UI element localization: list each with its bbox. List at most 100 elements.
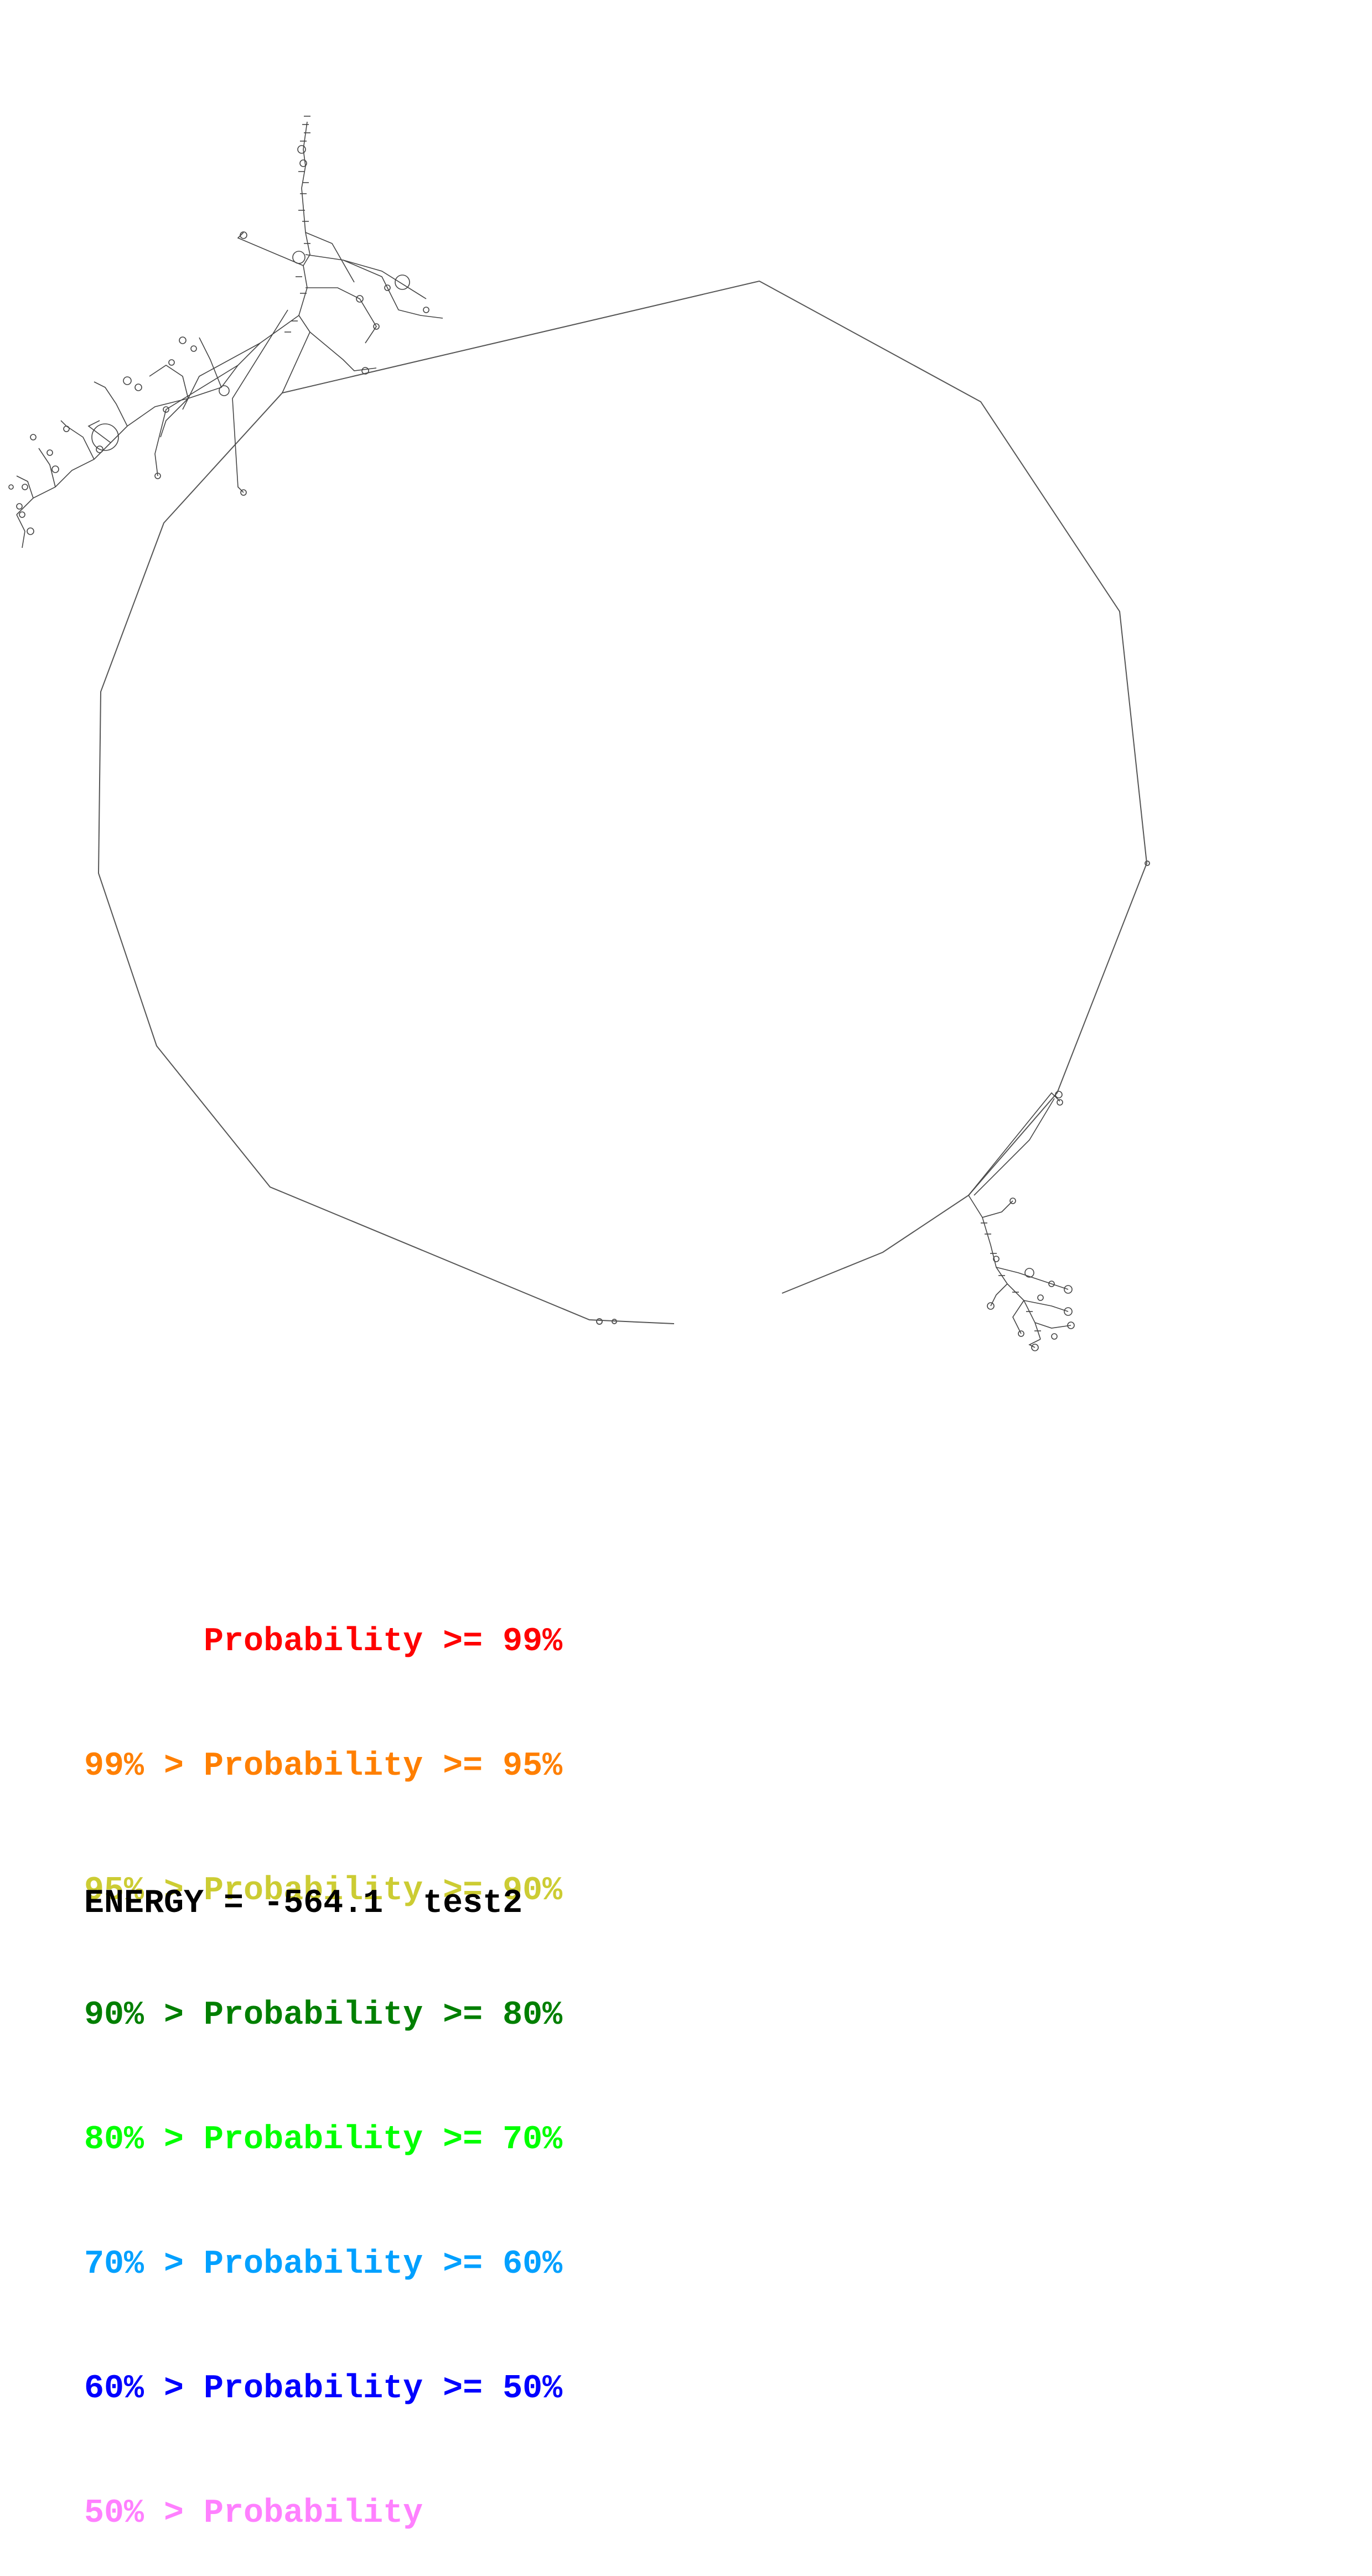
energy-label: ENERGY = bbox=[84, 1885, 244, 1922]
helix-stem bbox=[182, 343, 261, 410]
helix-stem bbox=[16, 514, 25, 548]
hairpin-loop bbox=[993, 1256, 1000, 1262]
legend-label: Probability bbox=[204, 2121, 443, 2159]
hairpin-loop bbox=[395, 274, 410, 290]
legend-row: 70% > Probability >= 60% bbox=[84, 2244, 562, 2285]
helix-stem bbox=[996, 1267, 1069, 1290]
helix-stem bbox=[968, 1195, 1041, 1340]
helix-stem bbox=[60, 420, 95, 460]
legend-prefix: 50% > bbox=[84, 2495, 204, 2532]
backbone-path bbox=[97, 280, 1148, 1324]
helix-stem bbox=[305, 232, 355, 283]
hairpin-loop bbox=[1067, 1321, 1075, 1329]
helix-stem bbox=[282, 121, 310, 393]
hairpin-loop bbox=[19, 511, 25, 518]
legend-prefix: 95% > bbox=[84, 1872, 204, 1910]
sequence-name: test2 bbox=[423, 1885, 523, 1922]
probability-legend: Probability >= 99% 99% > Probability >= … bbox=[84, 1538, 562, 2576]
hairpin-loop bbox=[22, 484, 28, 490]
legend-suffix: >= 50% bbox=[443, 2370, 563, 2408]
hairpin-loop bbox=[356, 295, 364, 303]
hairpin-loop bbox=[292, 251, 306, 264]
hairpin-loop bbox=[1009, 1198, 1016, 1204]
hairpin-loop bbox=[1018, 1330, 1024, 1337]
legend-label: Probability bbox=[204, 1872, 443, 1910]
hairpin-loop bbox=[361, 367, 369, 375]
legend-suffix: >= 90% bbox=[443, 1872, 563, 1910]
legend-row: 60% > Probability >= 50% bbox=[84, 2368, 562, 2410]
energy-readout: ENERGY = -564.1 test2 bbox=[84, 1885, 522, 1922]
hairpin-loop bbox=[190, 345, 197, 352]
helix-stem bbox=[232, 309, 288, 493]
helix-stem bbox=[1012, 1300, 1024, 1334]
hairpin-loop bbox=[1064, 1285, 1073, 1294]
hairpin-loop bbox=[96, 445, 103, 453]
legend-label: Probability bbox=[204, 1623, 443, 1661]
helix-stem bbox=[199, 337, 222, 388]
hairpin-loop bbox=[163, 406, 169, 413]
legend-prefix: 80% > bbox=[84, 2121, 204, 2159]
helix-stem bbox=[94, 381, 128, 427]
hairpin-loop bbox=[373, 323, 380, 330]
legend-prefix: 90% > bbox=[84, 1997, 204, 2034]
helix-stem bbox=[309, 331, 377, 371]
helix-stem bbox=[149, 365, 189, 399]
helix-stem bbox=[1028, 1339, 1041, 1348]
helix-cluster-northwest bbox=[8, 116, 443, 548]
legend-label: Probability bbox=[204, 1997, 443, 2034]
hairpin-loop bbox=[299, 159, 307, 167]
hairpin-loop bbox=[240, 489, 247, 496]
legend-prefix: 70% > bbox=[84, 2246, 204, 2283]
legend-label: Probability bbox=[204, 1748, 443, 1785]
legend-row: 80% > Probability >= 70% bbox=[84, 2119, 562, 2161]
hairpin-loop bbox=[168, 359, 175, 366]
helix-stem bbox=[306, 287, 377, 344]
hairpin-loop bbox=[1037, 1294, 1044, 1301]
rna-structure-diagram bbox=[8, 116, 1150, 1351]
legend-prefix: 99% > bbox=[84, 1748, 204, 1785]
hairpin-loop bbox=[51, 465, 59, 473]
hairpin-loop bbox=[384, 284, 391, 291]
hairpin-loop bbox=[8, 484, 14, 490]
hairpin-loop bbox=[154, 473, 161, 479]
helix-stem bbox=[154, 365, 239, 476]
hairpin-loop bbox=[240, 231, 247, 239]
hairpin-loop bbox=[16, 503, 23, 510]
hairpin-loop bbox=[46, 449, 53, 456]
hairpin-loop bbox=[612, 1319, 617, 1324]
helix-stem bbox=[1034, 1322, 1071, 1329]
helix-stem bbox=[343, 260, 427, 299]
legend-row: 95% > Probability >= 90% bbox=[84, 1870, 562, 1912]
hairpin-loop bbox=[1145, 861, 1150, 866]
hairpin-loop bbox=[297, 145, 306, 154]
legend-suffix: >= 80% bbox=[443, 1997, 563, 2034]
legend-label: Probability bbox=[204, 2246, 443, 2283]
helix-stem bbox=[974, 1098, 1055, 1196]
helix-stem bbox=[87, 420, 111, 443]
helix-stem bbox=[237, 232, 304, 266]
hairpin-loop bbox=[27, 527, 34, 535]
legend-row: 50% > Probability bbox=[84, 2493, 562, 2534]
hairpin-loop bbox=[1055, 1091, 1063, 1098]
hairpin-loop bbox=[1031, 1344, 1039, 1351]
legend-suffix: >= 70% bbox=[443, 2121, 563, 2159]
legend-row: 90% > Probability >= 80% bbox=[84, 1995, 562, 2036]
legend-suffix: >= 99% bbox=[443, 1623, 563, 1661]
legend-row: 99% > Probability >= 95% bbox=[84, 1746, 562, 1787]
helix-stem bbox=[990, 1283, 1008, 1307]
hairpin-loop bbox=[1048, 1281, 1055, 1287]
hairpin-loop bbox=[596, 1318, 603, 1325]
hairpin-loop bbox=[91, 423, 119, 451]
energy-value: -564.1 bbox=[263, 1885, 384, 1922]
hairpin-loop bbox=[1024, 1268, 1034, 1278]
helix-stem bbox=[305, 254, 443, 319]
hairpin-loop bbox=[179, 336, 187, 344]
helix-stem bbox=[16, 475, 34, 499]
hairpin-loop bbox=[134, 383, 142, 391]
helix-stem bbox=[968, 1092, 1060, 1196]
hairpin-loop bbox=[63, 426, 70, 432]
helix-stem bbox=[160, 398, 189, 438]
legend-label: Probability bbox=[204, 2495, 423, 2532]
hairpin-loop bbox=[1064, 1307, 1073, 1316]
hairpin-loop bbox=[219, 385, 230, 396]
